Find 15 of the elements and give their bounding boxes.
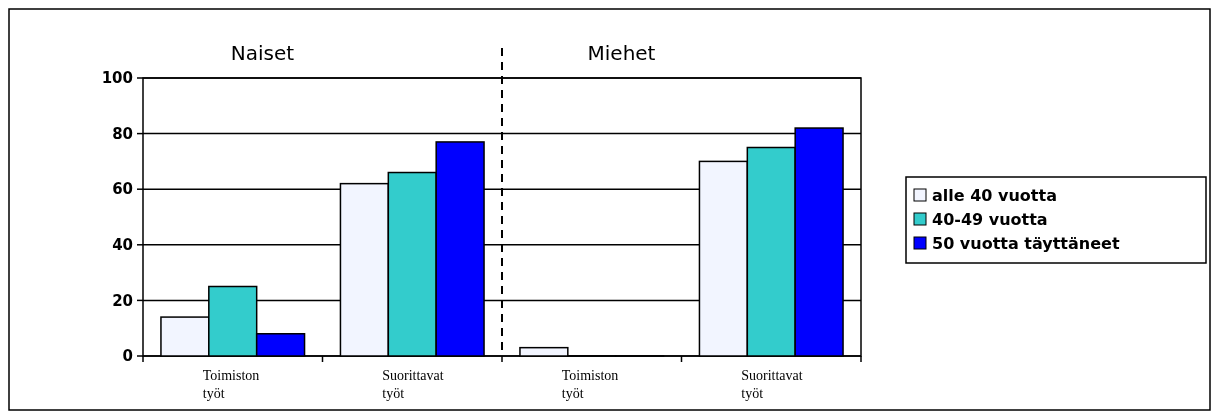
y-tick-label: 80 xyxy=(112,124,133,143)
x-tick-label: Suorittavat työt xyxy=(382,368,444,401)
y-tick-label: 40 xyxy=(112,236,133,255)
y-tick-label: 0 xyxy=(122,347,133,366)
x-tick-label: Toimiston työt xyxy=(202,368,260,401)
x-tick-label: Suorittavat työt xyxy=(741,368,803,401)
legend-label: 40-49 vuotta xyxy=(932,209,1048,229)
y-tick-label: 100 xyxy=(101,69,133,88)
y-tick-label: 60 xyxy=(112,180,133,199)
y-tick-label: 20 xyxy=(112,291,133,310)
text: Naiset xyxy=(230,41,295,65)
x-tick-label: Toimiston työt xyxy=(561,368,619,401)
legend-label: alle 40 vuotta xyxy=(932,185,1057,205)
legend-label: 50 vuotta täyttäneet xyxy=(932,233,1120,253)
text: Miehet xyxy=(587,41,656,65)
